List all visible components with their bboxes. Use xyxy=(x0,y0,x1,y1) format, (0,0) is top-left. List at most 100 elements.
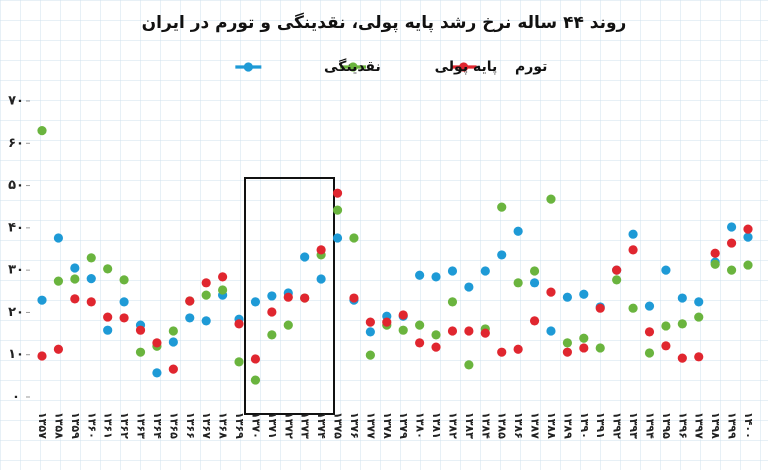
x-tick-label: ۱۳۹۵ xyxy=(660,412,673,439)
point xyxy=(480,328,490,338)
x-tick-label: ۱۴۰۰ xyxy=(742,412,755,439)
point xyxy=(628,303,638,313)
legend-marker xyxy=(459,62,469,72)
point xyxy=(529,278,540,288)
legend-label: تورم xyxy=(515,59,547,75)
x-tick-label: ۱۳۷۰ xyxy=(249,412,262,439)
point xyxy=(53,276,64,286)
x-tick-label: ۱۳۷۶ xyxy=(348,412,361,439)
point xyxy=(37,295,47,305)
x-tick-label: ۱۳۹۲ xyxy=(611,412,624,439)
point xyxy=(365,317,375,327)
point xyxy=(661,321,671,331)
point xyxy=(513,278,523,288)
point xyxy=(612,265,622,275)
point xyxy=(168,337,178,347)
point xyxy=(283,292,293,302)
point xyxy=(201,290,211,300)
point xyxy=(431,342,441,352)
y-tick-label: ٠ xyxy=(12,390,20,405)
x-tick-label: ۱۳۵۸ xyxy=(52,412,65,439)
point xyxy=(398,325,408,335)
x-tick-label: ۱۳۷۳ xyxy=(299,412,312,439)
point xyxy=(661,341,671,351)
point xyxy=(332,205,343,215)
x-tick-label: ۱۳۶۰ xyxy=(85,412,98,439)
point xyxy=(612,275,622,285)
point xyxy=(529,316,540,326)
point xyxy=(119,297,129,307)
y-tick-label: ۶٠ xyxy=(8,136,24,151)
point xyxy=(644,301,655,311)
point xyxy=(415,270,425,280)
point xyxy=(710,248,720,258)
point xyxy=(677,293,687,303)
point xyxy=(447,266,458,276)
point xyxy=(562,338,572,348)
point xyxy=(546,194,556,204)
point xyxy=(267,330,277,340)
point xyxy=(497,202,507,212)
point xyxy=(103,312,113,322)
point xyxy=(595,303,605,313)
x-tick-label: ۱۳۷۹ xyxy=(397,412,410,439)
x-tick-label: ۱۳۸۱ xyxy=(430,412,443,439)
point xyxy=(218,272,228,282)
point xyxy=(464,360,474,370)
x-tick-label: ۱۳۹۶ xyxy=(676,412,689,439)
point xyxy=(349,293,359,303)
point xyxy=(250,375,261,385)
x-tick-label: ۱۳۸۶ xyxy=(512,412,525,439)
chart-title: روند ۴۴ ساله نرخ رشد پایه پولی، نقدینگی … xyxy=(142,12,627,33)
point xyxy=(497,250,507,260)
point xyxy=(382,317,392,327)
point xyxy=(694,312,704,322)
point xyxy=(185,296,195,306)
point xyxy=(365,327,375,337)
point xyxy=(316,274,326,284)
point xyxy=(743,232,753,242)
point xyxy=(431,272,441,282)
point xyxy=(168,364,178,374)
point xyxy=(185,313,195,323)
point xyxy=(415,320,425,330)
point xyxy=(595,343,605,353)
point xyxy=(234,319,244,329)
point xyxy=(743,260,753,270)
x-tick-label: ۱۳۸۷ xyxy=(529,412,542,439)
point xyxy=(37,351,47,361)
x-tick-label: ۱۳۷۲ xyxy=(282,412,295,439)
point xyxy=(300,252,310,262)
x-tick-label: ۱۳۶۴ xyxy=(151,412,164,439)
point xyxy=(447,326,458,336)
point xyxy=(644,348,655,358)
x-tick-label: ۱۳۶۹ xyxy=(233,412,246,439)
point xyxy=(201,316,211,326)
point xyxy=(250,297,261,307)
point xyxy=(562,292,572,302)
x-tick-label: ۱۳۹۸ xyxy=(709,412,722,439)
point xyxy=(86,297,96,307)
point xyxy=(726,238,737,248)
point xyxy=(579,343,589,353)
point xyxy=(53,344,64,354)
point xyxy=(579,333,589,343)
x-tick-label: ۱۳۸۹ xyxy=(561,412,574,439)
highlight-box xyxy=(244,177,335,415)
point xyxy=(332,233,343,243)
point xyxy=(283,320,293,330)
x-tick-label: ۱۳۷۱ xyxy=(266,412,279,439)
point xyxy=(53,233,64,243)
point xyxy=(677,353,687,363)
point xyxy=(464,326,474,336)
point xyxy=(70,274,80,284)
y-tick-label: ٢٠ xyxy=(8,305,24,320)
y-tick-label: ٣٠ xyxy=(8,263,24,278)
point xyxy=(332,188,343,198)
x-tick-label: ۱۳۹۰ xyxy=(578,412,591,439)
point xyxy=(70,263,80,273)
x-tick-label: ۱۳۹۱ xyxy=(594,412,607,439)
point xyxy=(464,282,474,292)
